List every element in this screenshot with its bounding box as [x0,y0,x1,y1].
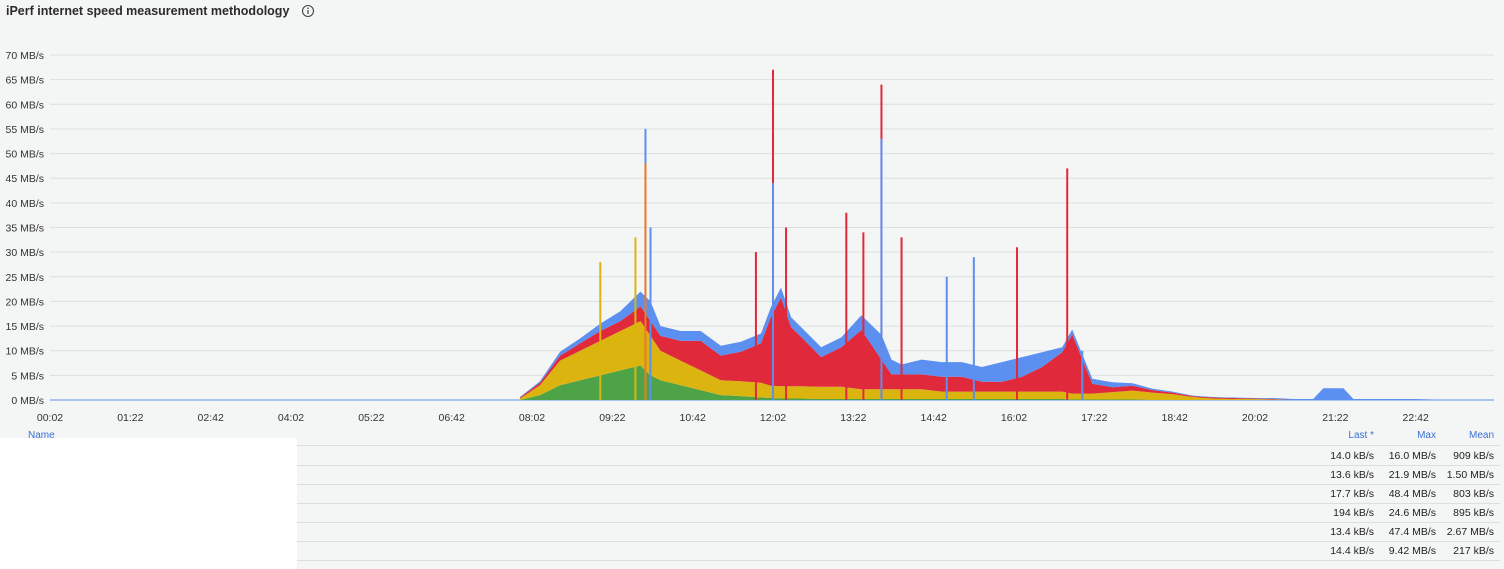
legend-header-max[interactable]: Max [1417,430,1436,441]
y-axis: 0 MB/s 5 MB/s 10 MB/s 15 MB/s 20 MB/s 25 MB/s… [5,50,44,407]
x-tick-label: 20:02 [1242,412,1268,424]
legend-row[interactable]: 13.4 kB/s 47.4 MB/s 2.67 MB/s [0,522,1500,542]
x-axis: 00:02 01:22 02:42 04:02 05:22 06:42 08:02 09:22… [37,412,1429,424]
legend-last-value: 14.4 kB/s [1330,545,1374,557]
x-tick-label: 17:22 [1081,412,1107,424]
info-circle-icon[interactable] [301,4,315,18]
y-tick-label: 55 MB/s [5,124,44,136]
y-tick-label: 20 MB/s [5,296,44,308]
x-tick-label: 16:02 [1001,412,1027,424]
panel-header: iPerf internet speed measurement methodo… [6,3,315,19]
y-tick-label: 35 MB/s [5,223,44,235]
chart-spikes [599,69,1084,400]
series-area-blue [520,287,1434,400]
legend-row[interactable]: 14.0 kB/s 16.0 MB/s 909 kB/s [0,446,1500,466]
legend-header-mean[interactable]: Mean [1468,430,1494,441]
legend-max-value: 47.4 MB/s [1388,526,1436,538]
legend-row[interactable]: 194 kB/s 24.6 MB/s 895 kB/s [0,503,1500,523]
legend-mean-value: 2.67 MB/s [1446,526,1494,538]
x-tick-label: 08:02 [519,412,545,424]
chart-grid [50,54,1494,401]
legend-table: Name Last * Max Mean 14.0 kB/s 16.0 MB/s… [0,426,1504,569]
legend-mean-value: 909 kB/s [1453,450,1494,462]
x-tick-label: 01:22 [117,412,143,424]
x-tick-label: 18:42 [1162,412,1188,424]
x-tick-label: 14:42 [921,412,947,424]
x-tick-label: 12:02 [760,412,786,424]
legend-max-value: 24.6 MB/s [1388,507,1436,519]
redacted-names-area [0,438,297,569]
series-area-green [520,365,1434,400]
x-tick-label: 13:22 [840,412,866,424]
y-tick-label: 50 MB/s [5,149,44,161]
speed-chart: 0 MB/s 5 MB/s 10 MB/s 15 MB/s 20 MB/s 25 MB/s… [5,50,1494,424]
legend-mean-value: 217 kB/s [1453,545,1494,557]
y-tick-label: 5 MB/s [11,370,44,382]
legend-last-value: 13.4 kB/s [1330,526,1374,538]
x-tick-label: 21:22 [1322,412,1348,424]
y-tick-label: 10 MB/s [5,346,44,358]
legend-row[interactable]: 13.6 kB/s 21.9 MB/s 1.50 MB/s [0,465,1500,485]
legend-last-value: 194 kB/s [1333,507,1374,519]
legend-max-value: 48.4 MB/s [1388,488,1436,500]
legend-max-value: 21.9 MB/s [1388,469,1436,481]
y-tick-label: 45 MB/s [5,173,44,185]
legend-mean-value: 895 kB/s [1453,507,1494,519]
y-tick-label: 25 MB/s [5,272,44,284]
x-tick-label: 02:42 [198,412,224,424]
x-tick-label: 04:02 [278,412,304,424]
legend-row[interactable]: 17.7 kB/s 48.4 MB/s 803 kB/s [0,484,1500,504]
legend-last-value: 17.7 kB/s [1330,488,1374,500]
series-area-red [520,297,1434,400]
legend-header-last[interactable]: Last * [1348,430,1374,441]
y-tick-label: 60 MB/s [5,99,44,111]
legend-row[interactable]: 14.4 kB/s 9.42 MB/s 217 kB/s [0,541,1500,561]
legend-last-value: 13.6 kB/s [1330,469,1374,481]
legend-header-name[interactable]: Name [28,430,55,441]
x-tick-label: 09:22 [599,412,625,424]
legend-header-row: Name Last * Max Mean [0,426,1500,446]
x-tick-label: 00:02 [37,412,63,424]
legend-mean-value: 803 kB/s [1453,488,1494,500]
chart-areas [520,287,1434,400]
y-tick-label: 65 MB/s [5,75,44,87]
y-tick-label: 15 MB/s [5,321,44,333]
legend-max-value: 9.42 MB/s [1388,545,1436,557]
y-tick-label: 70 MB/s [5,50,44,62]
x-tick-label: 10:42 [680,412,706,424]
x-tick-label: 05:22 [358,412,384,424]
panel-title: iPerf internet speed measurement methodo… [6,4,290,18]
x-tick-label: 22:42 [1403,412,1429,424]
x-tick-label: 06:42 [439,412,465,424]
legend-max-value: 16.0 MB/s [1388,450,1436,462]
y-tick-label: 0 MB/s [11,395,44,407]
y-tick-label: 30 MB/s [5,247,44,259]
y-tick-label: 40 MB/s [5,198,44,210]
legend-last-value: 14.0 kB/s [1330,450,1374,462]
legend-mean-value: 1.50 MB/s [1446,469,1494,481]
